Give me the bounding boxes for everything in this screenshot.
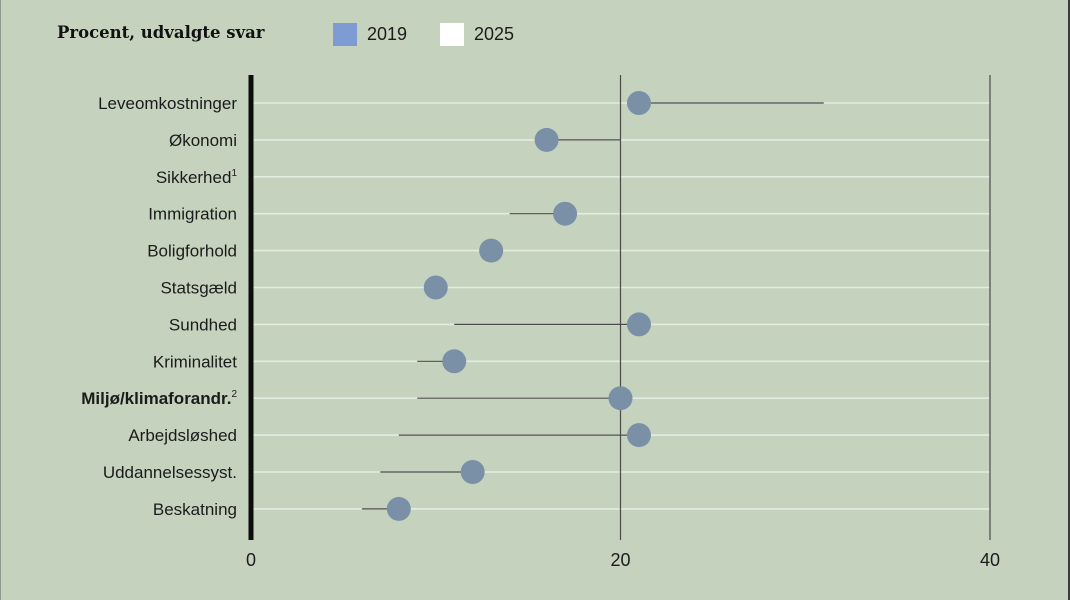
category-label: Sundhed [169, 315, 237, 334]
legend-swatch-2019 [333, 22, 357, 46]
dots-2019 [386, 91, 651, 521]
x-tick-labels: 0 20 40 [246, 550, 1000, 570]
legend-label-2019: 2019 [367, 23, 408, 44]
chart-title: Procent, udvalgte svar [57, 23, 265, 42]
category-labels: Leveomkostninger Økonomi Sikkerhed1 Immigra… [81, 94, 237, 519]
dot-2019 [423, 275, 448, 300]
category-label-text: Økonomi [169, 131, 237, 150]
category-label-text: Sundhed [169, 315, 237, 334]
legend-label-2025: 2025 [474, 23, 515, 44]
category-label: Statsgæld [160, 279, 237, 298]
footnote-marker: 1 [231, 168, 237, 179]
category-label: Kriminalitet [153, 352, 237, 371]
legend-item-2019: 2019 [333, 22, 407, 46]
category-label-text: Immigration [148, 205, 237, 224]
category-label: Boligforhold [147, 242, 237, 261]
reference-lines [619, 75, 991, 540]
dot-2019 [626, 423, 651, 448]
dot-2019 [626, 312, 651, 337]
category-label-text: Beskatning [153, 500, 237, 519]
category-label-text: Kriminalitet [153, 352, 237, 371]
dot-2019 [386, 496, 411, 521]
legend-swatch-2025 [440, 22, 464, 46]
category-label: Leveomkostninger [98, 94, 237, 113]
dot-2019 [553, 201, 578, 226]
category-label-text: Arbejdsløshed [128, 426, 237, 445]
category-label: Miljø/klimaforandr.2 [81, 389, 237, 408]
x-tick-label: 20 [610, 550, 630, 570]
category-label: Arbejdsløshed [128, 426, 237, 445]
category-label-text: Boligforhold [147, 242, 237, 261]
category-label-text: Uddannelsessyst. [103, 463, 237, 482]
category-label: Sikkerhed1 [156, 168, 238, 187]
connectors [361, 102, 824, 510]
category-label-text: Leveomkostninger [98, 94, 237, 113]
x-tick-label: 40 [980, 550, 1000, 570]
legend-item-2025: 2025 [440, 22, 514, 46]
category-label: Beskatning [153, 500, 237, 519]
category-label: Uddannelsessyst. [103, 463, 237, 482]
x-tick-label: 0 [246, 550, 256, 570]
category-label: Immigration [148, 205, 237, 224]
dot-2019 [608, 386, 633, 411]
category-label-text: Sikkerhed [156, 168, 232, 187]
dot-2019 [460, 460, 485, 484]
dot-2019 [442, 349, 467, 374]
category-label-text: Miljø/klimaforandr. [81, 389, 231, 408]
footnote-marker: 2 [231, 389, 237, 400]
category-label-text: Statsgæld [160, 279, 237, 298]
dot-2019 [534, 127, 559, 152]
dot-2019 [626, 91, 651, 115]
category-label: Økonomi [169, 131, 237, 150]
dot-2019 [479, 238, 504, 263]
